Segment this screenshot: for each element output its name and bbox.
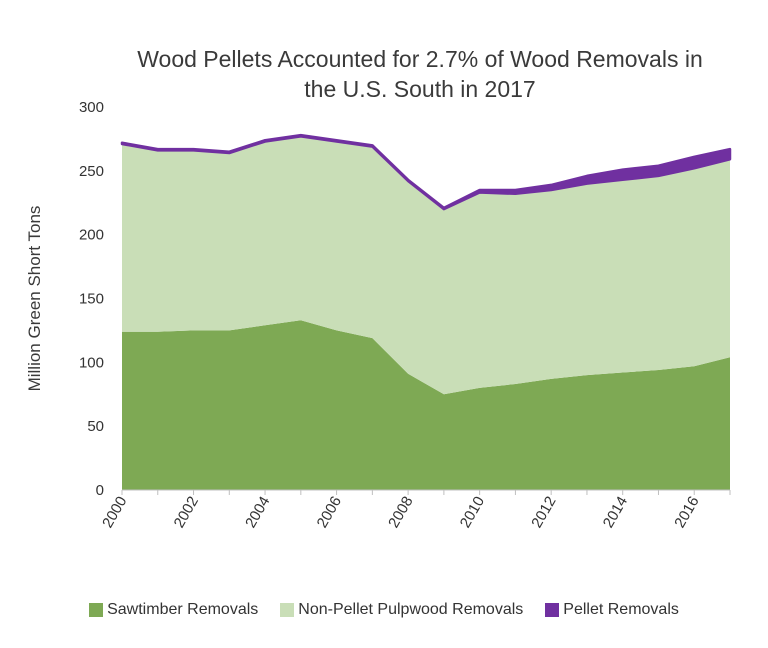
legend-label: Pellet Removals <box>563 601 679 618</box>
legend-swatch <box>280 603 295 617</box>
y-tick-label: 0 <box>96 482 104 499</box>
legend-item: Non-Pellet Pulpwood Removals <box>280 598 523 622</box>
series-area-sawtimber-removals <box>122 320 730 490</box>
y-tick-label: 250 <box>79 163 104 180</box>
y-tick-label: 300 <box>79 99 104 116</box>
x-tick-label: 2010 <box>457 494 488 531</box>
x-tick-label: 2014 <box>600 494 631 531</box>
y-tick-label: 150 <box>79 291 104 308</box>
x-tick-label: 2002 <box>171 494 202 531</box>
y-axis-title: Million Green Short Tons <box>25 206 44 392</box>
series-area-pellet-removals <box>120 133 732 211</box>
legend-label: Non-Pellet Pulpwood Removals <box>298 601 524 618</box>
x-axis-ticks: 2000 2002 2004 2006 2008 2010 2012 2014 2016 <box>99 490 731 531</box>
chart-title: Wood Pellets Accounted for 2.7% of Wood … <box>100 44 740 104</box>
x-tick-label: 2012 <box>528 494 559 531</box>
chart-title-line-1: Wood Pellets Accounted for 2.7% of Wood … <box>137 46 703 72</box>
x-tick-label: 2004 <box>242 494 273 531</box>
y-axis-ticks: 0 50 100 150 200 250 300 <box>79 99 104 499</box>
plot-areas <box>120 133 732 490</box>
x-tick-label: 2006 <box>314 494 345 531</box>
y-tick-label: 200 <box>79 227 104 244</box>
legend-label: Sawtimber Removals <box>107 601 259 618</box>
x-tick-label: 2008 <box>385 494 416 531</box>
x-tick-label: 2000 <box>99 494 130 531</box>
legend-item: Sawtimber Removals <box>89 598 258 622</box>
chart-title-line-2: the U.S. South in 2017 <box>304 76 536 102</box>
legend-item: Pellet Removals <box>545 598 679 622</box>
series-area-non-pellet-pulpwood-removals <box>122 136 730 395</box>
y-tick-label: 50 <box>87 418 104 435</box>
legend: Sawtimber Removals Non-Pellet Pulpwood Re… <box>0 598 768 622</box>
legend-swatch <box>545 603 560 617</box>
legend-swatch <box>89 603 104 617</box>
y-tick-label: 100 <box>79 354 104 371</box>
x-tick-label: 2016 <box>671 494 702 531</box>
